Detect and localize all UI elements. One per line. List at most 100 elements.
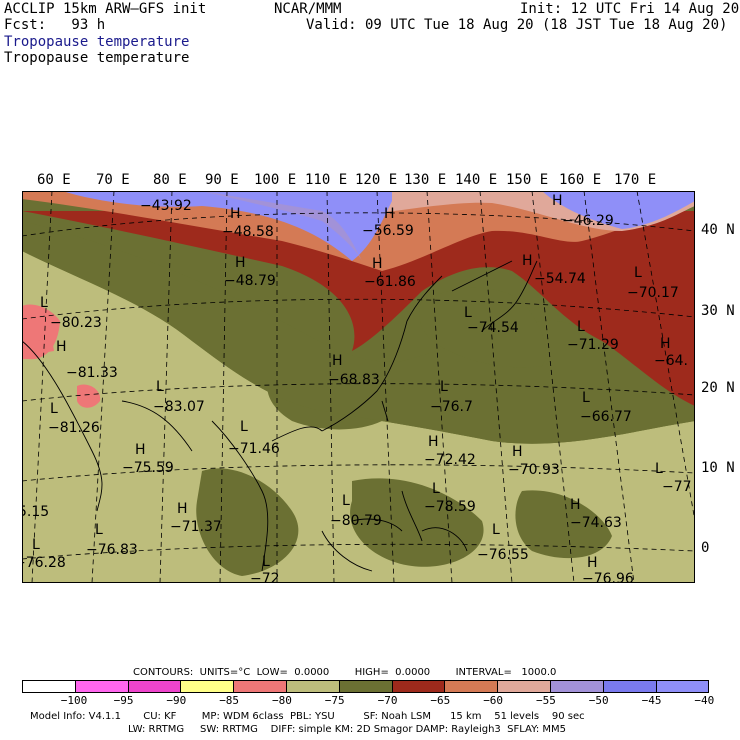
model-info-line1: Model Info: V4.1.1 CU: KF MP: WDM 6class…	[30, 711, 585, 722]
map-label-value: −66.77	[580, 409, 632, 425]
map-label-hl: L	[440, 379, 448, 395]
map-label-value: −74.54	[467, 320, 519, 336]
colorbar-swatch	[550, 680, 604, 693]
field-title-1: Tropopause temperature	[4, 34, 190, 50]
map-label-value: −56.59	[362, 223, 414, 239]
map-label-hl: H	[428, 434, 439, 450]
map-label-hl: L	[50, 401, 58, 417]
lat-label: 30 N	[701, 303, 735, 319]
init-time: Init: 12 UTC Fri 14 Aug 20	[520, 1, 740, 17]
map-label-value: −54.74	[534, 271, 586, 287]
colorbar-swatch	[180, 680, 235, 693]
tropopause-temperature-map: −43.92 H −48.58 H −56.59 H −46.29 H −48.…	[22, 191, 695, 583]
colorbar-swatch	[22, 680, 76, 693]
map-label-hl: L	[262, 554, 270, 570]
map-label-hl: L	[432, 481, 440, 497]
model-title: ACCLIP 15km ARW–GFS init	[4, 1, 207, 17]
map-label-value: −76.7	[430, 399, 473, 415]
map-label-value: −48.58	[222, 224, 274, 240]
map-label-value: −83.07	[153, 399, 205, 415]
lat-label: 20 N	[701, 380, 735, 396]
map-label-value: −78.59	[424, 499, 476, 515]
map-label-value: −68.83	[328, 372, 380, 388]
contours-info: CONTOURS: UNITS=°C LOW= 0.0000 HIGH= 0.0…	[133, 667, 557, 678]
map-label-hl: H	[372, 256, 383, 272]
map-label-value: −64.	[654, 353, 688, 369]
map-label-hl: L	[464, 305, 472, 321]
forecast-hour: Fcst: 93 h	[4, 17, 106, 33]
map-label-hl: H	[522, 253, 533, 269]
map-label-value: −70.17	[627, 285, 679, 301]
colorbar-label: −90	[166, 694, 187, 707]
map-label-hl: L	[40, 295, 48, 311]
lat-label: 40 N	[701, 222, 735, 238]
colorbar-swatch	[286, 680, 340, 693]
colorbar-swatch	[444, 680, 499, 693]
map-label-value: −76.83	[86, 542, 138, 558]
colorbar-swatch	[338, 680, 393, 693]
colorbar-label: −40	[694, 694, 715, 707]
map-label-value: −48.79	[224, 273, 276, 289]
map-label-hl: L	[156, 379, 164, 395]
lon-label: 90 E	[205, 172, 239, 188]
map-label-hl: L	[634, 265, 642, 281]
map-label-hl: H	[660, 336, 671, 352]
field-title-2: Tropopause temperature	[4, 50, 190, 66]
lat-label: 10 N	[701, 460, 735, 476]
map-label-hl: L	[32, 537, 40, 553]
map-label-value: −77	[662, 479, 692, 495]
map-label-value: −61.86	[364, 274, 416, 290]
map-label-hl: L	[655, 461, 663, 477]
valid-time: Valid: 09 UTC Tue 18 Aug 20 (18 JST Tue …	[306, 17, 728, 33]
map-label-hl: L	[240, 419, 248, 435]
colorbar-label: −75	[324, 694, 345, 707]
map-label-hl: H	[235, 255, 246, 271]
colorbar-swatch	[74, 680, 129, 693]
lat-label: 0	[701, 540, 710, 556]
map-label-value: −76.28	[22, 555, 66, 571]
map-label-hl: L	[582, 390, 590, 406]
map-label-value: −72	[250, 571, 280, 583]
map-label-value: −46.29	[562, 213, 614, 229]
map-label-hl: L	[492, 522, 500, 538]
map-label-value: −43.92	[140, 198, 192, 214]
lon-label: 150 E	[506, 172, 549, 188]
colorbar-label: −80	[272, 694, 292, 707]
map-label-value: −81.33	[66, 365, 118, 381]
organization: NCAR/MMM	[274, 1, 342, 17]
colorbar-label: −65	[430, 694, 451, 707]
map-label-hl: H	[570, 497, 581, 513]
map-label-hl: H	[177, 501, 188, 517]
lon-label: 110 E	[305, 172, 348, 188]
lon-label: 120 E	[355, 172, 398, 188]
colorbar-label: −100	[60, 694, 88, 707]
map-label-hl: H	[512, 444, 523, 460]
map-label-value: −80.79	[330, 513, 382, 529]
colorbar-label: −95	[113, 694, 134, 707]
map-label-value: −71.46	[228, 441, 280, 457]
map-label-value: −72.42	[424, 452, 476, 468]
colorbar-label: −70	[377, 694, 398, 707]
map-label-value: −80.23	[50, 315, 102, 331]
model-info-line2: LW: RRTMG SW: RRTMG DIFF: simple KM: 2D …	[128, 724, 567, 735]
lon-label: 170 E	[614, 172, 657, 188]
lon-label: 130 E	[404, 172, 447, 188]
map-label-hl: L	[95, 522, 103, 538]
map-label-hl: H	[135, 442, 146, 458]
map-label-hl: H	[587, 555, 598, 571]
map-label-hl: H	[332, 353, 343, 369]
map-label-hl: H	[56, 339, 67, 355]
lon-label: 100 E	[254, 172, 297, 188]
colorbar-swatch	[233, 680, 287, 693]
map-label-hl: H	[552, 193, 563, 209]
colorbar-swatch	[391, 680, 446, 693]
map-label-value: −74.63	[570, 515, 622, 531]
map-label-value: −71.37	[170, 519, 222, 535]
colorbar-label: −60	[483, 694, 504, 707]
lon-label: 70 E	[96, 172, 130, 188]
map-label-value: −81.26	[48, 420, 100, 436]
map-label-hl: L	[577, 319, 585, 335]
colorbar-swatch	[497, 680, 551, 693]
map-label-hl: H	[384, 206, 395, 222]
map-label-value: −75.59	[122, 460, 174, 476]
